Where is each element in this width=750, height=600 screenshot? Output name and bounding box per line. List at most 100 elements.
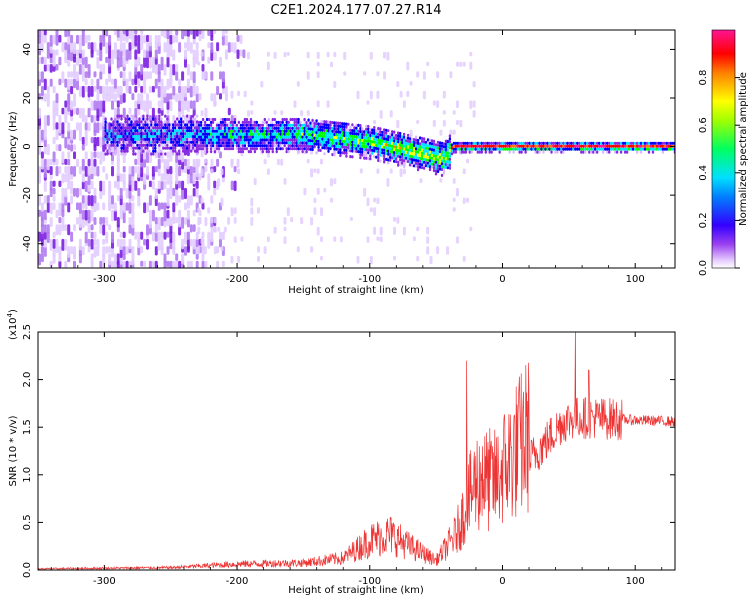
heatmap-cell bbox=[46, 49, 50, 59]
heatmap-cell bbox=[146, 202, 149, 213]
heatmap-cell bbox=[404, 156, 408, 160]
heatmap-cell bbox=[440, 165, 444, 169]
heatmap-cell bbox=[659, 147, 663, 151]
heatmap-cell bbox=[436, 152, 440, 156]
heatmap-cell bbox=[243, 138, 247, 142]
heatmap-cell bbox=[325, 137, 328, 141]
heatmap-cell bbox=[259, 132, 262, 136]
heatmap-cell bbox=[180, 117, 183, 121]
heatmap-cell bbox=[592, 144, 595, 148]
heatmap-cell bbox=[266, 168, 270, 175]
heatmap-cell bbox=[430, 153, 434, 158]
heatmap-cell bbox=[401, 155, 404, 159]
heatmap-cell bbox=[379, 144, 382, 148]
heatmap-cell bbox=[245, 138, 249, 142]
heatmap-cell bbox=[291, 129, 294, 133]
heatmap-cell bbox=[151, 231, 155, 242]
heatmap-cell bbox=[184, 132, 187, 136]
heatmap-cell bbox=[393, 217, 396, 222]
heatmap-cell bbox=[43, 195, 47, 204]
heatmap-cell bbox=[151, 209, 155, 222]
heatmap-cell bbox=[357, 135, 360, 139]
heatmap-cell bbox=[87, 107, 91, 118]
heatmap-cell bbox=[96, 100, 100, 110]
heatmap-cell bbox=[257, 123, 260, 127]
heatmap-cell bbox=[230, 158, 234, 168]
heatmap-cell bbox=[112, 120, 115, 124]
heatmap-cell bbox=[311, 121, 314, 125]
heatmap-cell bbox=[351, 146, 354, 150]
heatmap-cell bbox=[255, 129, 258, 133]
heatmap-cell bbox=[106, 143, 109, 147]
heatmap-cell bbox=[285, 132, 288, 136]
heatmap-cell bbox=[93, 202, 97, 213]
heatmap-cell bbox=[143, 49, 147, 58]
heatmap-cell bbox=[269, 123, 272, 127]
heatmap-cell bbox=[207, 207, 211, 214]
heatmap-cell bbox=[250, 110, 254, 115]
heatmap-cell bbox=[108, 126, 111, 130]
heatmap-cell bbox=[180, 129, 183, 133]
heatmap-cell bbox=[140, 93, 144, 105]
heatmap-cell bbox=[391, 144, 394, 148]
heatmap-cell bbox=[221, 117, 225, 122]
heatmap-cell bbox=[532, 144, 535, 148]
heatmap-cell bbox=[201, 144, 205, 148]
heatmap-cell bbox=[158, 137, 161, 141]
heatmap-cell bbox=[164, 140, 167, 144]
heatmap-cell bbox=[84, 85, 88, 93]
heatmap-cell bbox=[277, 126, 280, 130]
heatmap-cell bbox=[84, 71, 88, 79]
heatmap-cell bbox=[148, 129, 151, 133]
heatmap-cell bbox=[289, 138, 292, 142]
heatmap-cell bbox=[192, 166, 196, 174]
heatmap-cell bbox=[329, 141, 332, 145]
heatmap-cell bbox=[157, 158, 161, 169]
heatmap-cell bbox=[130, 143, 133, 147]
heatmap-cell bbox=[160, 180, 164, 191]
heatmap-cell bbox=[401, 135, 404, 139]
heatmap-cell bbox=[333, 147, 336, 151]
heatmap-cell bbox=[217, 126, 221, 130]
heatmap-cell bbox=[538, 150, 541, 154]
heatmap-cell bbox=[271, 117, 274, 122]
heatmap-cell bbox=[243, 120, 247, 124]
heatmap-cell bbox=[462, 255, 466, 262]
heatmap-cell bbox=[608, 141, 611, 145]
heatmap-cell bbox=[182, 120, 185, 124]
heatmap-cell bbox=[339, 133, 342, 137]
heatmap-cell bbox=[178, 195, 182, 203]
heatmap-cell bbox=[452, 144, 456, 148]
heatmap-cell bbox=[154, 231, 158, 242]
heatmap-cell bbox=[52, 122, 56, 131]
heatmap-cell bbox=[150, 132, 153, 136]
heatmap-cell bbox=[434, 169, 438, 173]
heatmap-cell bbox=[184, 85, 187, 98]
heatmap-cell bbox=[243, 117, 247, 122]
heatmap-cell bbox=[197, 123, 201, 127]
heatmap-cell bbox=[116, 238, 120, 247]
heatmap-cell bbox=[210, 93, 214, 102]
heatmap-cell bbox=[76, 122, 79, 131]
heatmap-cell bbox=[289, 117, 292, 122]
heatmap-cell bbox=[114, 152, 117, 156]
heatmap-cell bbox=[119, 238, 123, 251]
heatmap-cell bbox=[152, 137, 155, 141]
heatmap-cell bbox=[442, 156, 446, 160]
heatmap-cell bbox=[249, 132, 253, 136]
heatmap-cell bbox=[444, 165, 448, 169]
heatmap-cell bbox=[287, 123, 290, 127]
heatmap-cell bbox=[144, 117, 147, 121]
heatmap-cell bbox=[391, 130, 394, 134]
heatmap-cell bbox=[385, 149, 388, 153]
heatmap-cell bbox=[343, 122, 346, 126]
heatmap-cell bbox=[297, 126, 300, 130]
heatmap-cell bbox=[195, 126, 199, 130]
heatmap-cell bbox=[265, 123, 268, 127]
heatmap-cell bbox=[560, 147, 563, 151]
heatmap-cell bbox=[424, 158, 428, 162]
heatmap-cell bbox=[363, 136, 366, 140]
heatmap-cell bbox=[522, 144, 525, 148]
heatmap-cell bbox=[213, 217, 217, 224]
